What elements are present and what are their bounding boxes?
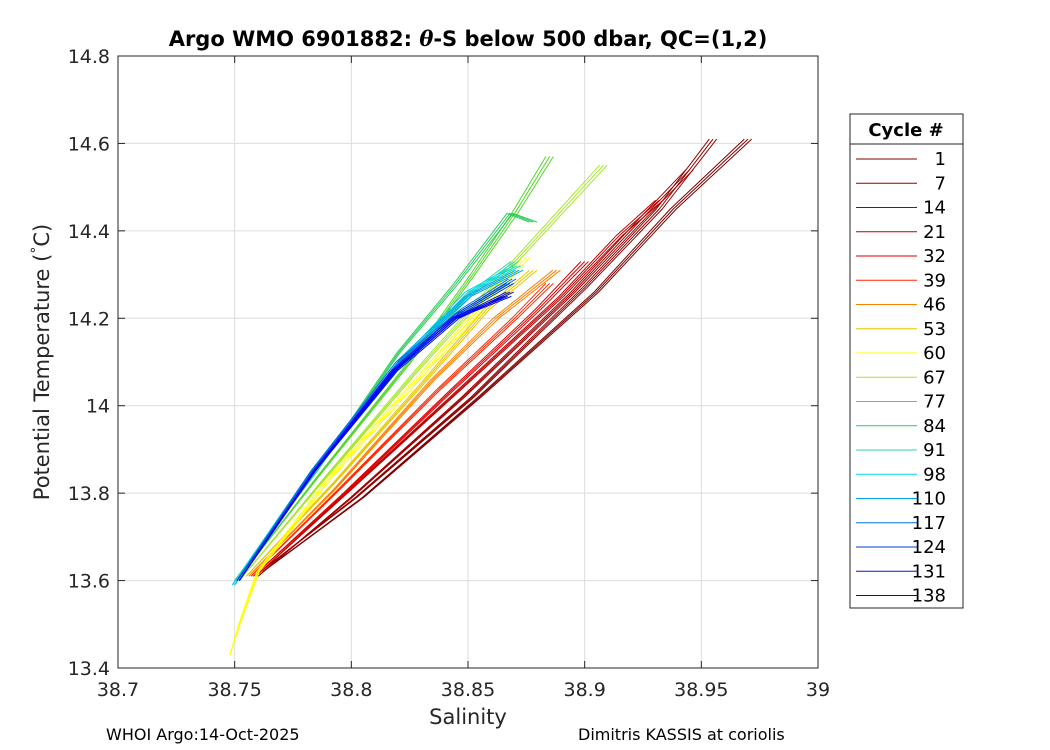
profile-line — [238, 164, 608, 581]
series-1 — [262, 138, 753, 573]
legend-label: 91 — [923, 440, 946, 461]
profile-line — [257, 169, 694, 577]
profile-line — [262, 138, 753, 573]
legend-label: 32 — [923, 246, 946, 267]
legend-label: 98 — [923, 464, 946, 485]
legend-label: 124 — [912, 537, 946, 558]
profile-line — [229, 256, 531, 656]
legend-entry-67: 67 — [856, 367, 946, 388]
legend-entry-131: 131 — [856, 561, 946, 582]
data-series — [229, 138, 753, 656]
y-tick-label: 13.6 — [68, 571, 110, 593]
legend-entry-46: 46 — [856, 295, 946, 316]
legend-label: 67 — [923, 367, 946, 388]
y-axis-label: Potential Temperature (°C) — [29, 224, 54, 500]
footer-source-date: WHOI Argo:14-Oct-2025 — [106, 725, 300, 744]
profile-line — [259, 138, 710, 573]
profile-line — [259, 138, 718, 573]
legend-entry-32: 32 — [856, 246, 946, 267]
chart-title: Argo WMO 6901882: θ-S below 500 dbar, QC… — [168, 26, 768, 51]
profile-line — [255, 199, 664, 577]
legend-label: 84 — [923, 416, 946, 437]
legend-box — [849, 113, 964, 609]
profile-line — [248, 269, 554, 577]
y-tick-label: 13.4 — [68, 658, 110, 680]
legend-entry-60: 60 — [856, 343, 946, 364]
legend-entry-7: 7 — [856, 173, 946, 194]
series-21 — [255, 199, 664, 577]
legend-entry-98: 98 — [856, 464, 946, 485]
legend-entries: 1 7 14 21 32 39 46 53 60 67 77 84 91 98 110 117 124 131 13… — [856, 149, 946, 607]
legend-label: 7 — [935, 173, 946, 194]
x-tick-label: 38.8 — [330, 679, 372, 701]
legend-entry-138: 138 — [856, 586, 946, 607]
legend-entry-124: 124 — [856, 537, 946, 558]
profile-line — [252, 261, 582, 577]
legend-label: 53 — [923, 319, 946, 340]
profile-line — [255, 199, 656, 577]
legend-label: 60 — [923, 343, 946, 364]
profile-line — [238, 164, 600, 581]
legend-label: 14 — [923, 198, 946, 219]
legend-entry-39: 39 — [856, 270, 946, 291]
series-32 — [252, 261, 589, 577]
legend-entry-21: 21 — [856, 222, 946, 243]
legend-entry-77: 77 — [856, 392, 946, 413]
profile-line — [238, 295, 505, 581]
legend-label: 131 — [912, 561, 946, 582]
x-axis-label: Salinity — [429, 705, 507, 729]
legend-entry-1: 1 — [856, 149, 946, 170]
series-7 — [259, 138, 718, 573]
legend-label: 21 — [923, 222, 946, 243]
legend-entry-14: 14 — [856, 198, 946, 219]
legend-title: Cycle # — [868, 120, 943, 141]
legend-entry-53: 53 — [856, 319, 946, 340]
legend-entry-91: 91 — [856, 440, 946, 461]
legend-label: 117 — [912, 513, 946, 534]
profile-line — [250, 282, 554, 577]
profile-line — [234, 212, 538, 581]
profile-line — [252, 261, 589, 577]
profile-line — [236, 278, 509, 581]
legend-entry-110: 110 — [856, 489, 946, 510]
legend-entry-117: 117 — [856, 513, 946, 534]
legend-entry-84: 84 — [856, 416, 946, 437]
series-138 — [238, 295, 512, 581]
series-14 — [257, 169, 694, 577]
x-tick-label: 38.75 — [207, 679, 261, 701]
x-tick-label: 38.95 — [674, 679, 728, 701]
x-tick-label: 38.9 — [564, 679, 606, 701]
profile-line — [250, 282, 547, 577]
legend-label: 77 — [923, 392, 946, 413]
x-tick-label: 38.7 — [97, 679, 139, 701]
series-46 — [248, 269, 561, 577]
y-tick-label: 14 — [86, 396, 110, 418]
profile-line — [238, 295, 512, 581]
legend-label: 39 — [923, 270, 946, 291]
legend-label: 110 — [912, 489, 946, 510]
profile-line — [262, 138, 745, 573]
y-tick-label: 14.6 — [68, 133, 110, 155]
series-39 — [250, 282, 554, 577]
x-tick-label: 39 — [806, 679, 830, 701]
legend-label: 46 — [923, 295, 946, 316]
x-tick-label: 38.85 — [441, 679, 495, 701]
y-tick-label: 14.8 — [68, 46, 110, 68]
y-tick-label: 13.8 — [68, 483, 110, 505]
legend-label: 138 — [912, 586, 946, 607]
y-tick-label: 14.2 — [68, 308, 110, 330]
series-67 — [238, 164, 608, 581]
y-tick-label: 14.4 — [68, 221, 110, 243]
profile-line — [236, 156, 547, 581]
footer-author: Dimitris KASSIS at coriolis — [578, 725, 785, 744]
profile-line — [248, 269, 561, 577]
axis-ticks: 38.7 38.75 38.8 38.85 38.9 38.95 39 13.4 13.6 13.… — [68, 46, 830, 701]
legend: Cycle # 1 7 14 21 32 39 46 53 60 67 77 84 91 98 110 117… — [849, 113, 964, 609]
profile-line — [257, 169, 687, 577]
legend-label: 1 — [935, 149, 946, 170]
